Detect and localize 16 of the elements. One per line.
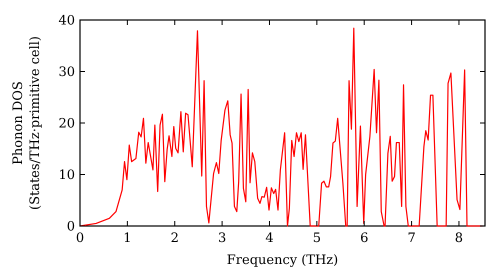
- x-tick-label: 4: [265, 231, 274, 246]
- x-tick-label: 2: [170, 231, 179, 246]
- x-tick-label: 3: [218, 231, 226, 246]
- y-tick-label: 0: [66, 220, 75, 235]
- y-tick-label: 40: [58, 14, 75, 29]
- x-tick-label: 6: [360, 231, 368, 246]
- x-tick-label: 8: [454, 231, 464, 246]
- y-tick-label: 30: [58, 65, 75, 80]
- x-axis-title: Frequency (THz): [226, 253, 338, 268]
- y-tick-label: 20: [58, 116, 75, 132]
- y-tick-label: 10: [58, 168, 75, 184]
- x-tick-label: 7: [407, 231, 416, 246]
- x-tick-label: 0: [76, 231, 84, 246]
- x-tick-label: 5: [312, 231, 321, 246]
- y-axis-title: Phonon DOS (States/THz·primitive cell): [11, 36, 44, 210]
- x-tick-label: 1: [123, 231, 132, 246]
